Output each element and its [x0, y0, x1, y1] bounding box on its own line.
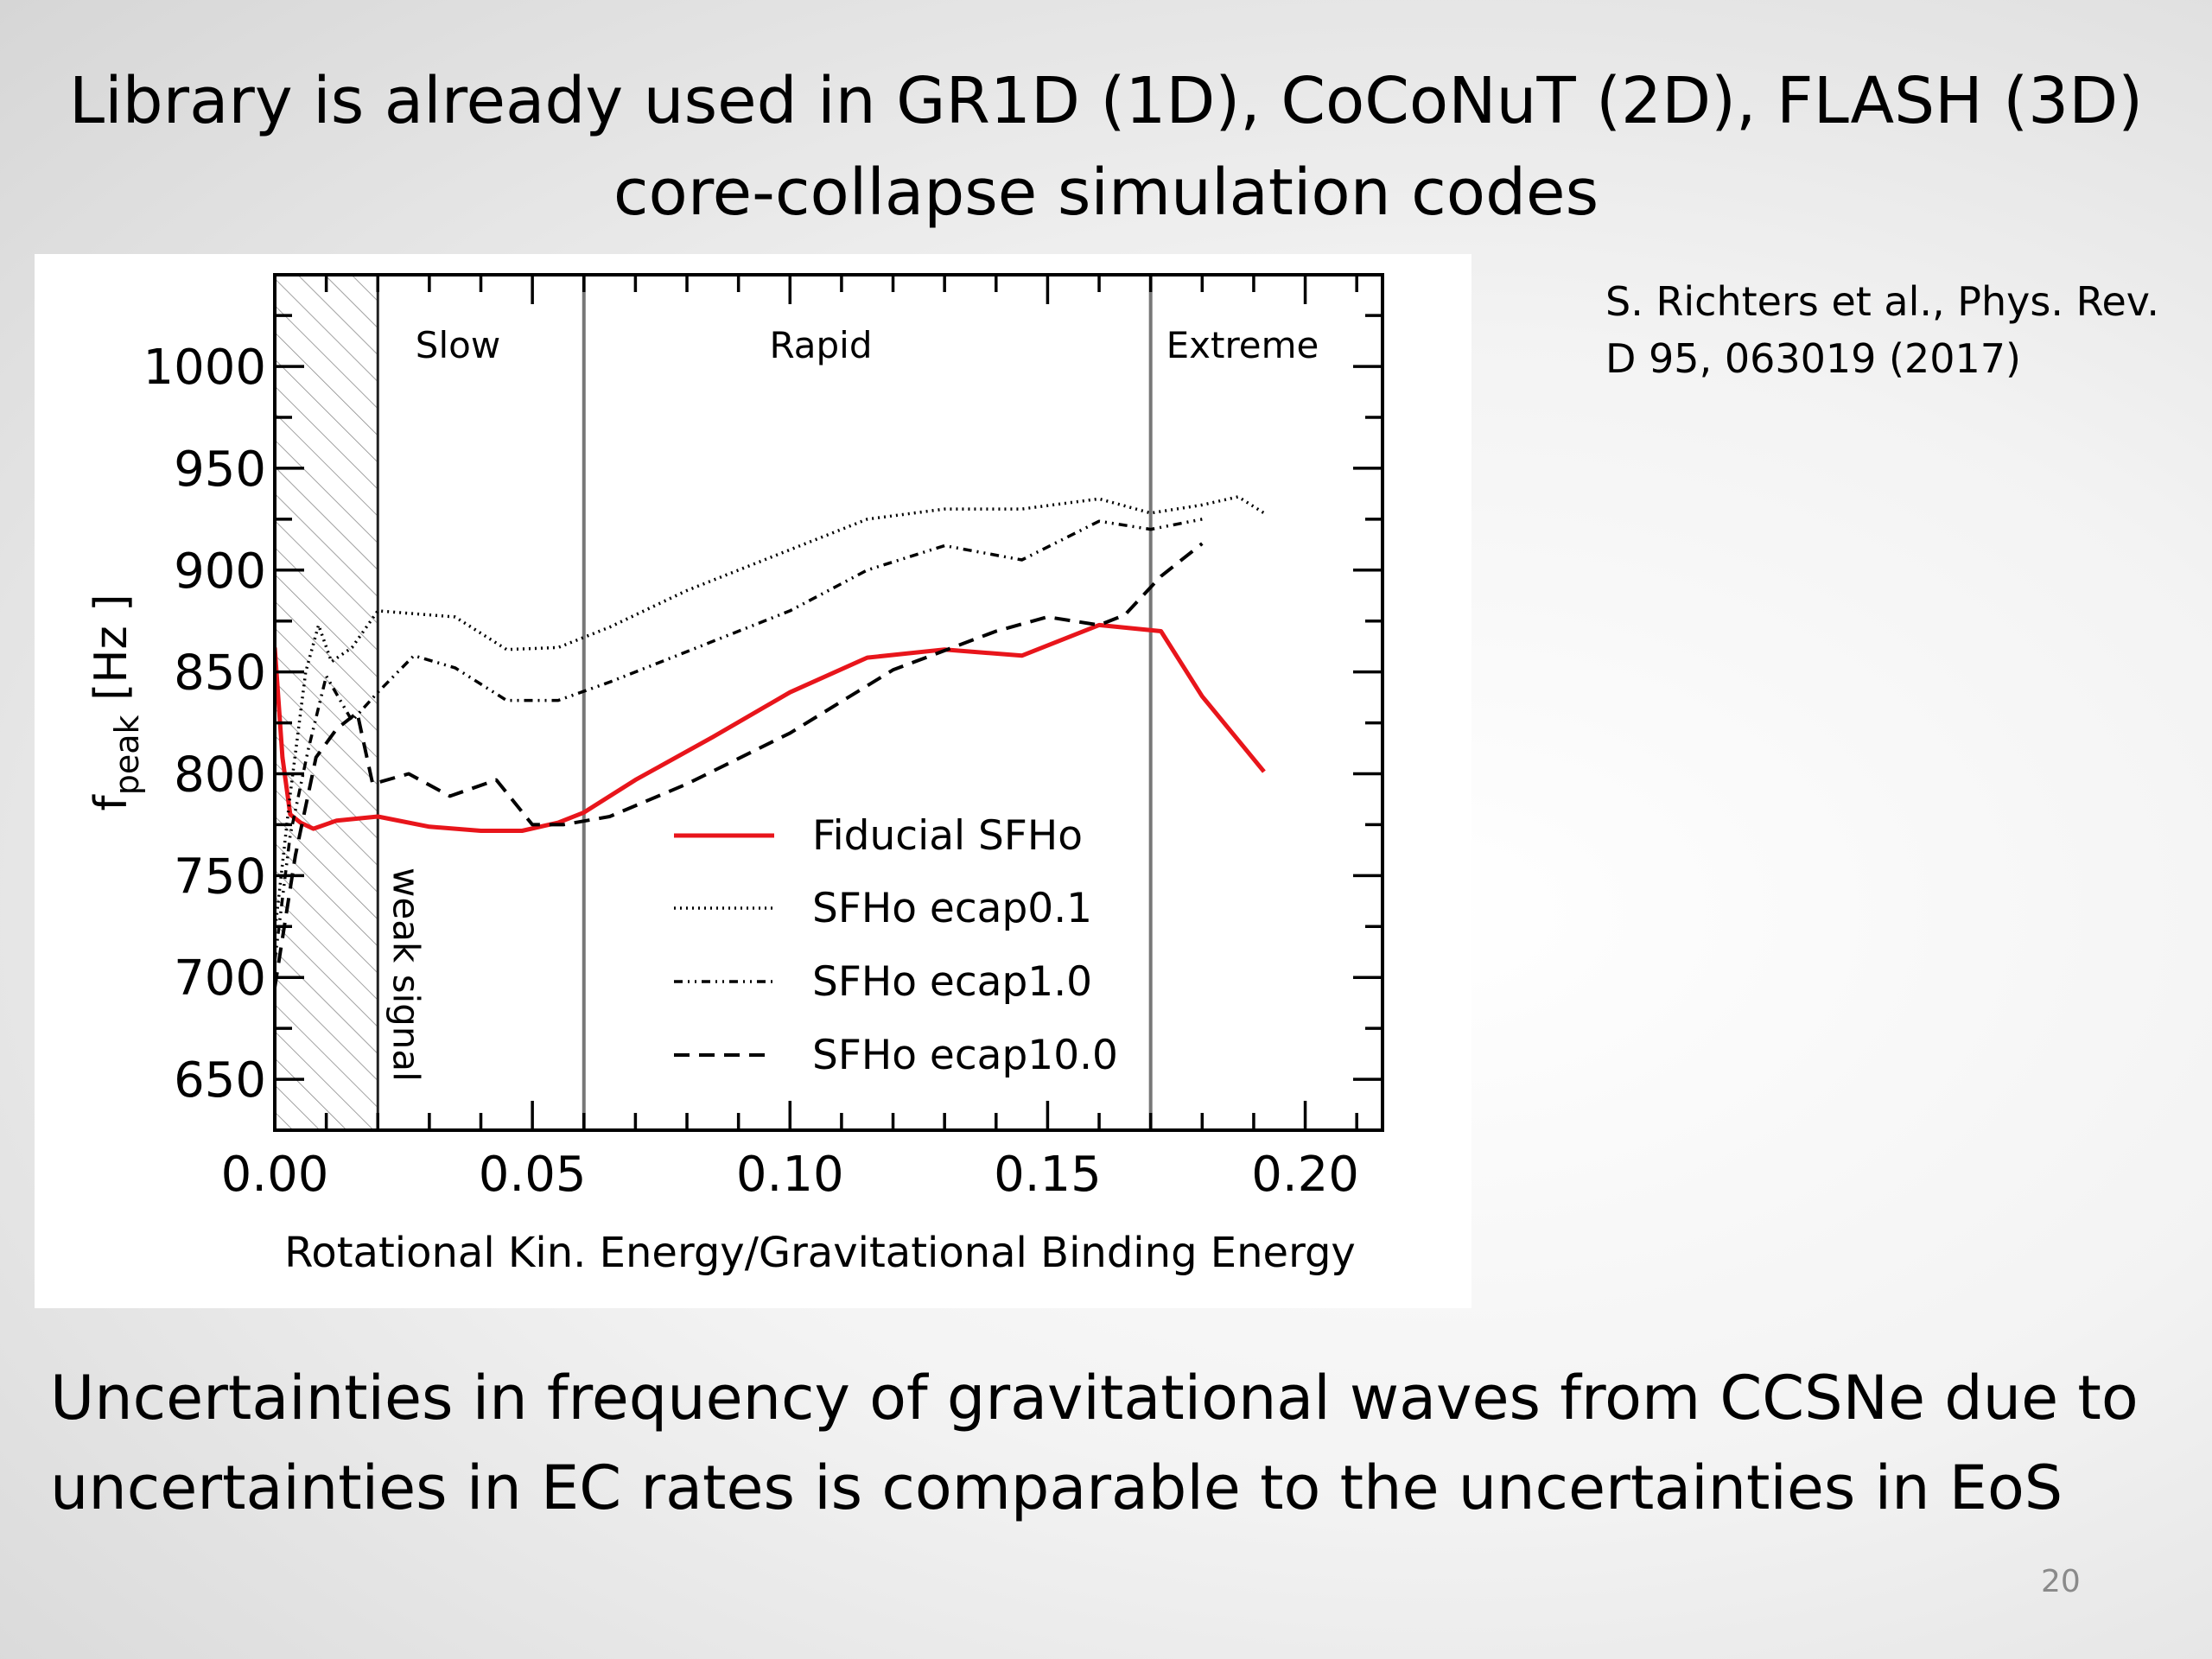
x-axis-label: Rotational Kin. Energy/Gravitational Bin… — [284, 1229, 1356, 1277]
y-axis-label-symbol: f — [86, 794, 137, 811]
y-axis-label: fpeak [Hz ] — [86, 594, 146, 810]
y-tick-label: 950 — [174, 442, 266, 498]
x-tick-label: 0.15 — [994, 1147, 1102, 1203]
region-label: Rapid — [770, 324, 873, 366]
citation-line-2: D 95, 063019 (2017) — [1605, 335, 2022, 382]
y-tick-label: 650 — [174, 1052, 266, 1109]
title-line-1: Library is already used in GR1D (1D), Co… — [68, 64, 2144, 138]
conclusion-line-1: Uncertainties in frequency of gravitatio… — [50, 1363, 2139, 1433]
x-tick-label: 0.20 — [1251, 1147, 1359, 1203]
series-line — [275, 495, 1265, 933]
y-tick-label: 700 — [174, 950, 266, 1007]
page-number: 20 — [2041, 1564, 2081, 1599]
y-tick-label: 900 — [174, 543, 266, 600]
weak-signal-label: weak signal — [385, 868, 427, 1082]
legend-label: Fiducial SFHo — [812, 812, 1083, 860]
series-line — [275, 622, 1266, 833]
legend-label: SFHo ecap0.1 — [812, 885, 1092, 932]
conclusion-line-2: uncertainties in EC rates is comparable … — [50, 1452, 2063, 1523]
citation-line-1: S. Richters et al., Phys. Rev. — [1605, 278, 2160, 325]
x-tick-label: 0.10 — [736, 1147, 844, 1203]
chart-panel: 0.00 0.05 0.10 0.15 0.20 650 700 750 800 850 900 95… — [35, 254, 1471, 1308]
legend-label: SFHo ecap1.0 — [812, 958, 1092, 1006]
title-line-2: core-collapse simulation codes — [613, 156, 1599, 230]
peak-frequency-chart: 0.00 0.05 0.10 0.15 0.20 650 700 750 800 850 900 95… — [86, 273, 1384, 1277]
weak-signal-region — [275, 275, 378, 1130]
series-line — [275, 518, 1203, 962]
slide-title: Library is already used in GR1D (1D), Co… — [52, 55, 2160, 238]
region-label: Extreme — [1166, 324, 1319, 366]
citation: S. Richters et al., Phys. Rev. D 95, 063… — [1605, 273, 2193, 387]
x-tick-label: 0.05 — [479, 1147, 587, 1203]
y-tick-label: 750 — [174, 849, 266, 905]
y-tick-label: 800 — [174, 747, 266, 804]
region-label: Slow — [416, 324, 500, 366]
y-axis-label-unit: [Hz ] — [86, 594, 137, 715]
y-axis-label-subscript: peak — [108, 715, 146, 795]
y-tick-label: 850 — [174, 645, 266, 702]
conclusion-text: Uncertainties in frequency of gravitatio… — [50, 1353, 2176, 1533]
series-line — [275, 542, 1204, 988]
y-tick-label: 1000 — [143, 340, 266, 396]
legend-label: SFHo ecap10.0 — [812, 1032, 1118, 1079]
plot-frame — [273, 273, 1384, 1132]
x-tick-label: 0.00 — [221, 1147, 329, 1203]
